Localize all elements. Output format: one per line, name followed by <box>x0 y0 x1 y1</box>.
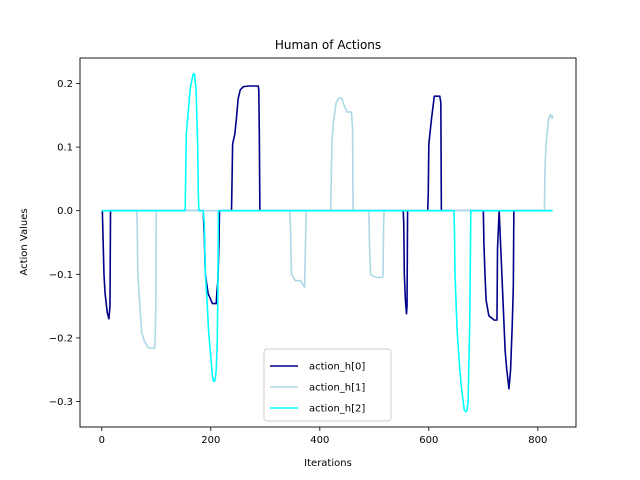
y-tick-label: 0.1 <box>57 143 73 154</box>
legend-label-2: action_h[2] <box>309 404 365 415</box>
x-tick-label: 0 <box>99 435 105 446</box>
legend-items: action_h[0] action_h[1] action_h[2] <box>270 362 365 415</box>
y-axis: −0.3 −0.2 −0.1 0.0 0.1 0.2 <box>49 79 80 408</box>
x-axis: 0 200 400 600 800 <box>99 427 547 446</box>
y-tick-label: −0.3 <box>49 397 73 408</box>
plot-frame <box>79 57 577 428</box>
y-tick-label: −0.2 <box>49 333 73 344</box>
y-tick-label: 0.0 <box>57 206 73 217</box>
legend-label-1: action_h[1] <box>309 383 365 394</box>
y-axis-label: Action Values <box>19 208 30 275</box>
y-tick-label: 0.2 <box>57 79 73 90</box>
series-layer <box>101 73 554 413</box>
series-line-2 <box>101 73 553 413</box>
x-tick-label: 400 <box>310 435 329 446</box>
y-tick-label: −0.1 <box>49 270 73 281</box>
x-axis-label: Iterations <box>304 458 352 469</box>
x-tick-label: 800 <box>528 435 547 446</box>
chart-title: Human of Actions <box>275 38 381 52</box>
x-tick-label: 200 <box>201 435 220 446</box>
x-tick-label: 600 <box>419 435 438 446</box>
legend: action_h[0] action_h[1] action_h[2] <box>263 348 392 422</box>
series-line-1 <box>101 97 554 349</box>
legend-label-0: action_h[0] <box>309 362 365 373</box>
legend-box <box>263 348 392 422</box>
